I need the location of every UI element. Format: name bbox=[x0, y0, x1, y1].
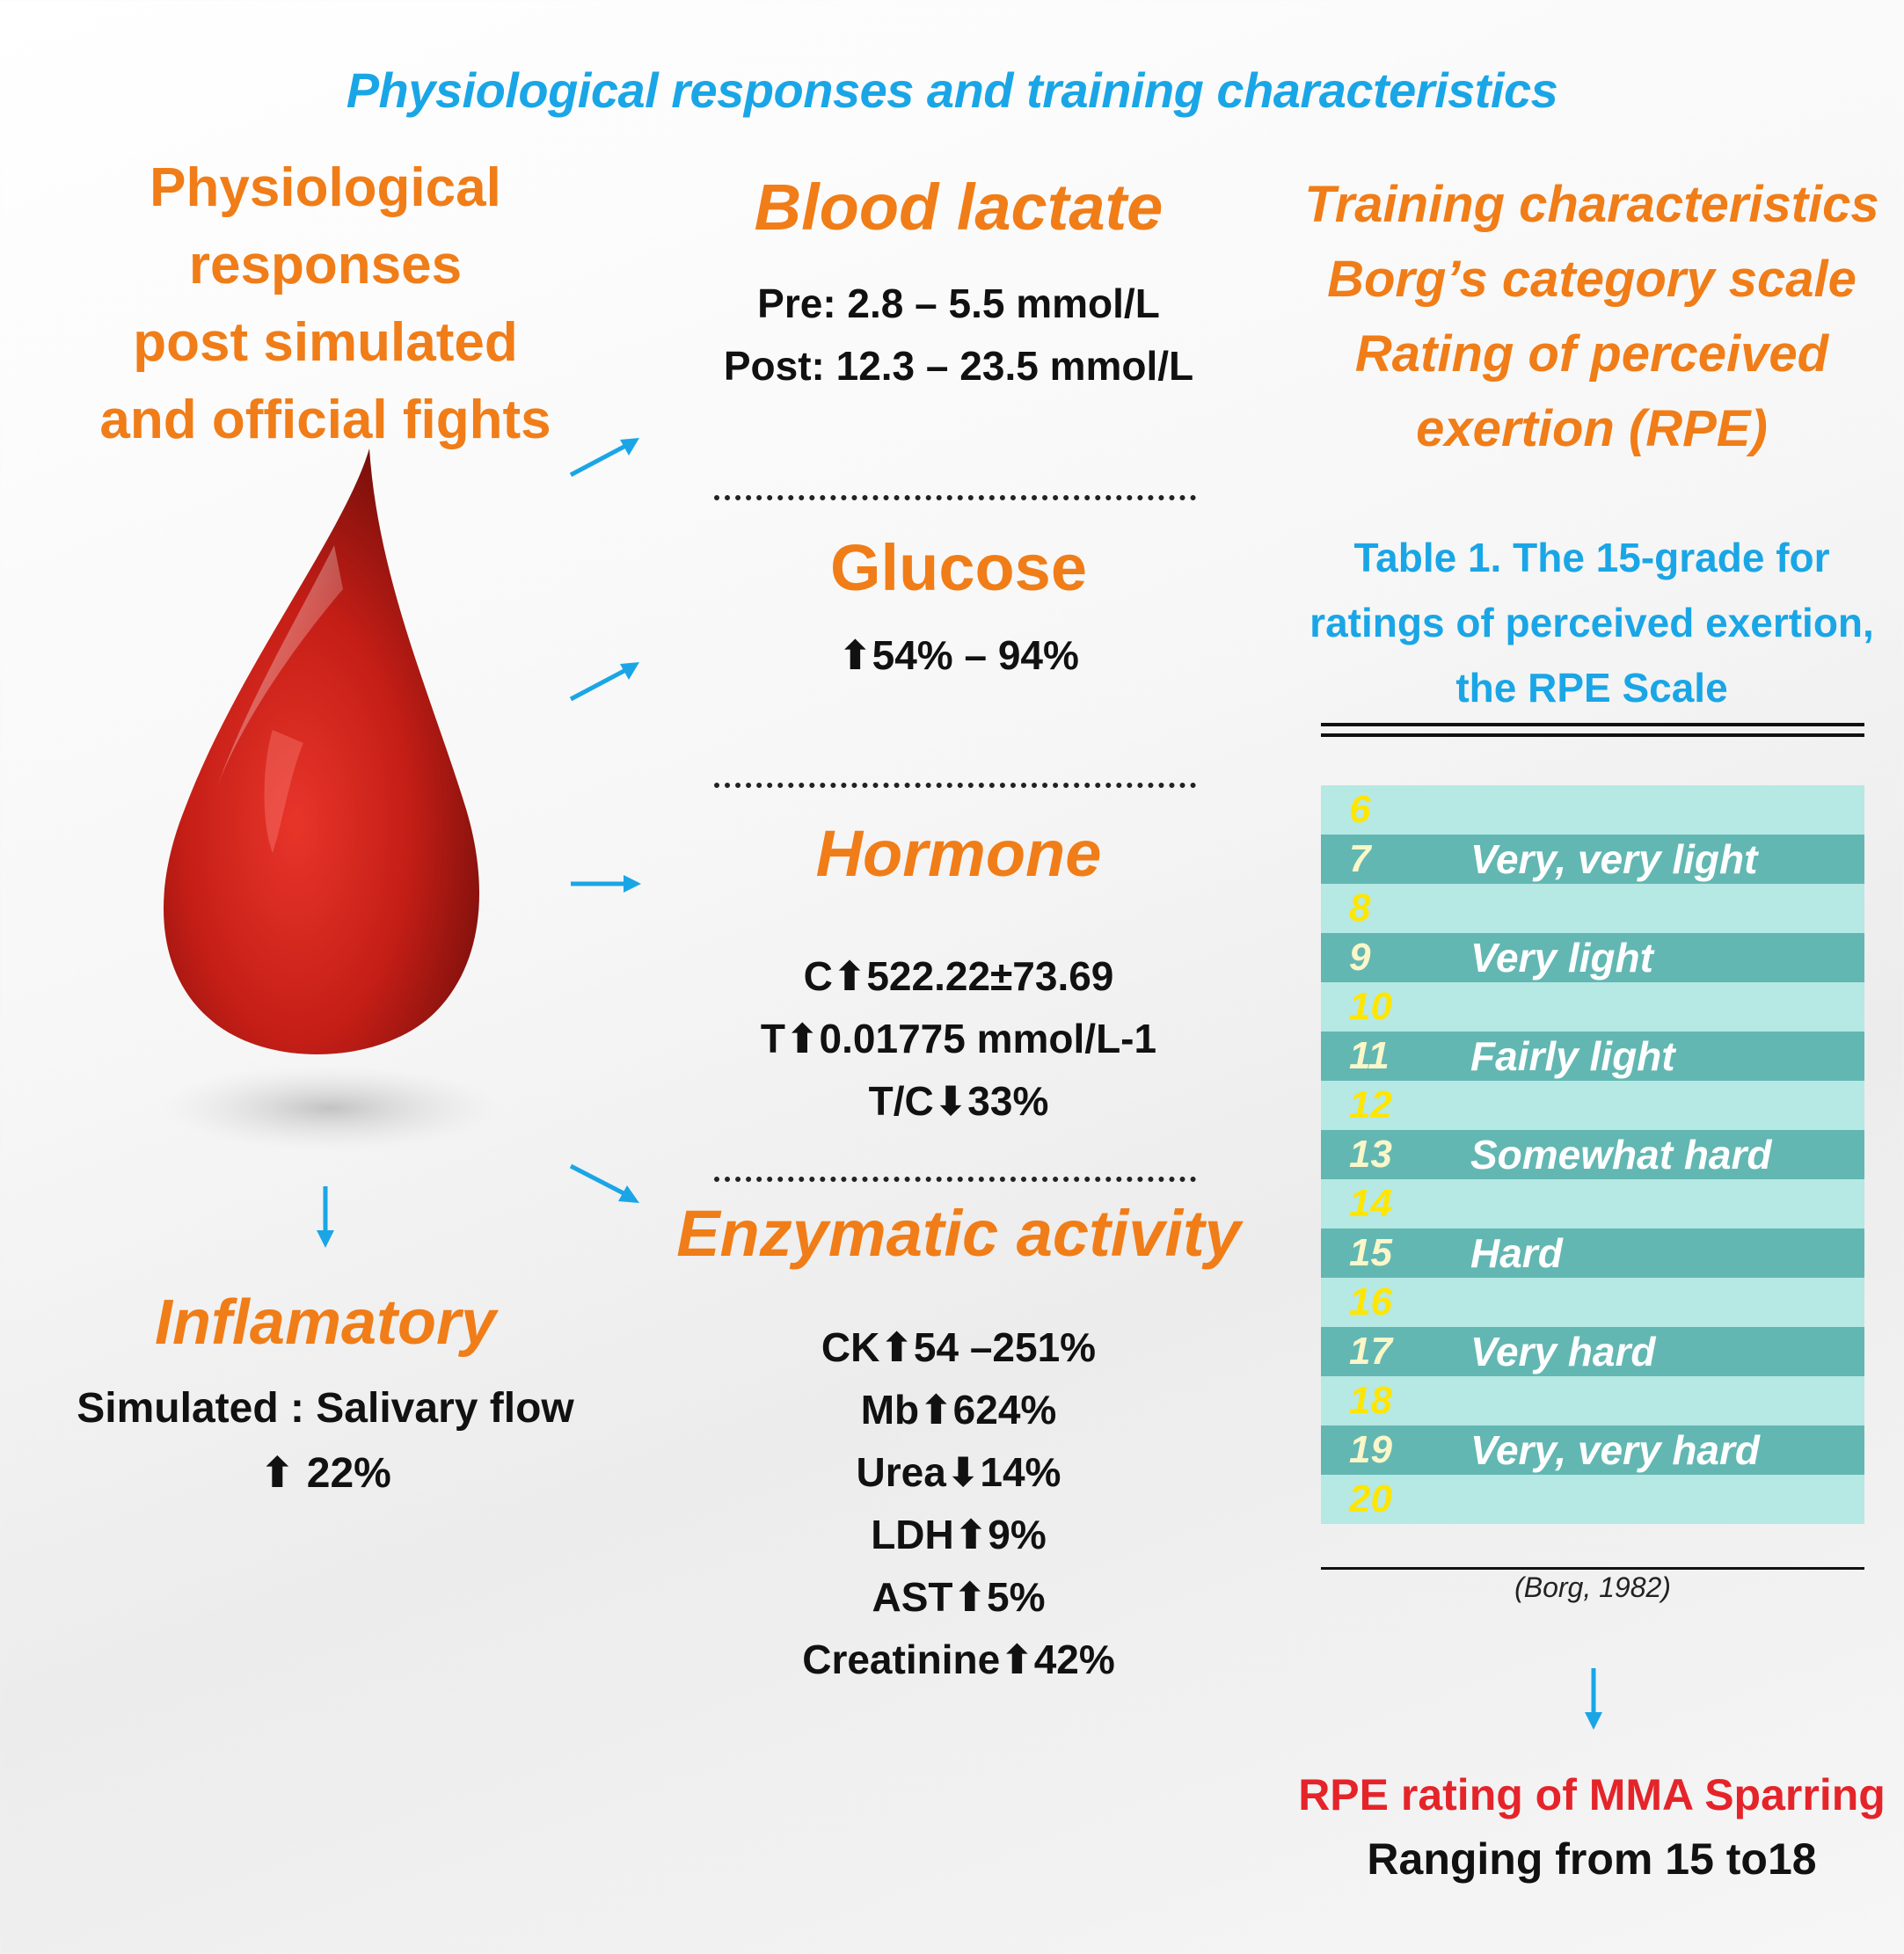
divider bbox=[714, 495, 1196, 500]
inflammatory-line: Simulated : Salivary flow bbox=[77, 1385, 574, 1432]
inflammatory-line: ⬆ 22% bbox=[259, 1450, 391, 1497]
heading-line: exertion (RPE) bbox=[1416, 400, 1768, 457]
blood-lactate-post: Post: 12.3 – 23.5 mmol/L bbox=[723, 343, 1194, 389]
rpe-mma-range: Ranging from 15 to18 bbox=[1367, 1834, 1817, 1884]
table-bottom-rule bbox=[1321, 1567, 1864, 1570]
rpe-grade: 13 bbox=[1349, 1133, 1392, 1176]
blood-lactate-section: Blood lactate Pre: 2.8 – 5.5 mmol/L Post… bbox=[668, 170, 1249, 397]
heading-line: and official fights bbox=[99, 390, 551, 450]
heading-line: Training characteristics bbox=[1304, 176, 1879, 233]
table-caption: Table 1. The 15-grade for ratings of per… bbox=[1284, 525, 1900, 720]
blood-lactate-pre: Pre: 2.8 – 5.5 mmol/L bbox=[757, 281, 1160, 326]
caption-line: ratings of perceived exertion, bbox=[1309, 600, 1874, 645]
heading-line: Physiological bbox=[150, 157, 501, 218]
enzyme-ck: CK⬆54 –251% bbox=[821, 1324, 1097, 1370]
rpe-row: 12 bbox=[1321, 1081, 1864, 1130]
arrow-icon bbox=[569, 662, 639, 702]
rpe-row: 13 Somewhat hard bbox=[1321, 1130, 1864, 1179]
hormone-ratio: T/C⬇33% bbox=[868, 1078, 1049, 1124]
arrow-icon bbox=[1585, 1668, 1602, 1730]
rpe-row: 7 Very, very light bbox=[1321, 835, 1864, 884]
enzyme-ast: AST⬆5% bbox=[872, 1574, 1046, 1620]
hormone-testosterone: T⬆0.01775 mmol/L-1 bbox=[760, 1016, 1157, 1061]
hormone-heading: Hormone bbox=[815, 817, 1102, 890]
rpe-label: Very, very light bbox=[1470, 836, 1758, 882]
rpe-grade: 17 bbox=[1349, 1330, 1392, 1373]
rpe-grade: 7 bbox=[1349, 837, 1371, 880]
training-characteristics-heading: Training characteristics Borg’s category… bbox=[1302, 167, 1882, 466]
rpe-grade: 20 bbox=[1349, 1477, 1392, 1520]
enzyme-creatinine: Creatinine⬆42% bbox=[802, 1637, 1115, 1682]
heading-line: post simulated bbox=[133, 312, 518, 373]
rpe-grade: 14 bbox=[1349, 1182, 1392, 1225]
divider bbox=[714, 783, 1196, 788]
rpe-grade: 12 bbox=[1349, 1083, 1392, 1126]
divider bbox=[714, 1177, 1196, 1182]
rpe-row: 15 Hard bbox=[1321, 1229, 1864, 1278]
inflammatory-text: Simulated : Salivary flow ⬆ 22% bbox=[53, 1376, 598, 1506]
rpe-row: 19 Very, very hard bbox=[1321, 1425, 1864, 1475]
rpe-row: 20 bbox=[1321, 1475, 1864, 1524]
rpe-row: 6 bbox=[1321, 785, 1864, 835]
rpe-scale-table: 6 7 Very, very light 8 9 Very light 10 11 Fairly… bbox=[1321, 785, 1864, 1524]
rpe-grade: 19 bbox=[1349, 1428, 1392, 1471]
enzyme-ldh: LDH⬆9% bbox=[871, 1512, 1047, 1557]
rpe-label: Fairly light bbox=[1470, 1033, 1675, 1079]
rpe-grade: 8 bbox=[1349, 886, 1371, 930]
rpe-row: 18 bbox=[1321, 1376, 1864, 1425]
hormone-cortisol: C⬆522.22±73.69 bbox=[803, 953, 1114, 999]
physiological-responses-heading: Physiological responses post simulated a… bbox=[70, 149, 580, 459]
table-top-rule bbox=[1321, 733, 1864, 737]
enzymatic-heading: Enzymatic activity bbox=[676, 1197, 1241, 1270]
caption-line: Table 1. The 15-grade for bbox=[1353, 535, 1830, 580]
rpe-label: Very light bbox=[1470, 935, 1653, 981]
arrow-icon bbox=[569, 438, 639, 478]
hormone-section: Hormone C⬆522.22±73.69 T⬆0.01775 mmol/L-… bbox=[668, 816, 1249, 1133]
glucose-heading: Glucose bbox=[830, 531, 1087, 604]
enzymatic-section: Enzymatic activity CK⬆54 –251% Mb⬆624% U… bbox=[668, 1196, 1249, 1691]
enzyme-mb: Mb⬆624% bbox=[860, 1387, 1057, 1433]
rpe-row: 9 Very light bbox=[1321, 933, 1864, 982]
rpe-grade: 16 bbox=[1349, 1280, 1392, 1323]
rpe-grade: 15 bbox=[1349, 1231, 1392, 1274]
rpe-grade: 6 bbox=[1349, 788, 1371, 831]
rpe-grade: 9 bbox=[1349, 936, 1371, 979]
blood-lactate-heading: Blood lactate bbox=[754, 171, 1164, 244]
rpe-grade: 11 bbox=[1349, 1034, 1390, 1077]
rpe-label: Hard bbox=[1470, 1230, 1563, 1276]
heading-line: Borg’s category scale bbox=[1327, 251, 1857, 308]
blood-drop-icon bbox=[163, 448, 497, 1150]
rpe-grade: 10 bbox=[1349, 985, 1392, 1028]
rpe-grade: 18 bbox=[1349, 1379, 1392, 1422]
rpe-label: Very hard bbox=[1470, 1329, 1656, 1374]
rpe-row: 16 bbox=[1321, 1278, 1864, 1327]
inflammatory-heading: Inflamatory bbox=[154, 1287, 497, 1358]
rpe-row: 17 Very hard bbox=[1321, 1327, 1864, 1376]
table-citation: (Borg, 1982) bbox=[1514, 1571, 1671, 1603]
page-title: Physiological responses and training cha… bbox=[346, 62, 1558, 118]
rpe-mma-heading: RPE rating of MMA Sparring bbox=[1298, 1770, 1886, 1819]
table-top-rule bbox=[1321, 723, 1864, 726]
rpe-row: 10 bbox=[1321, 982, 1864, 1032]
rpe-label: Somewhat hard bbox=[1470, 1132, 1772, 1178]
heading-line: responses bbox=[188, 235, 463, 295]
arrow-icon bbox=[571, 875, 641, 893]
rpe-row: 8 bbox=[1321, 884, 1864, 933]
arrow-icon bbox=[569, 1163, 639, 1203]
rpe-row: 14 bbox=[1321, 1179, 1864, 1229]
heading-line: Rating of perceived bbox=[1354, 325, 1829, 383]
caption-line: the RPE Scale bbox=[1455, 665, 1728, 711]
rpe-label: Very, very hard bbox=[1470, 1427, 1761, 1473]
glucose-section: Glucose ⬆54% – 94% bbox=[668, 530, 1249, 687]
glucose-value: ⬆54% – 94% bbox=[838, 632, 1079, 678]
arrow-icon bbox=[317, 1186, 334, 1248]
rpe-row: 11 Fairly light bbox=[1321, 1032, 1864, 1081]
enzyme-urea: Urea⬇14% bbox=[856, 1449, 1061, 1495]
